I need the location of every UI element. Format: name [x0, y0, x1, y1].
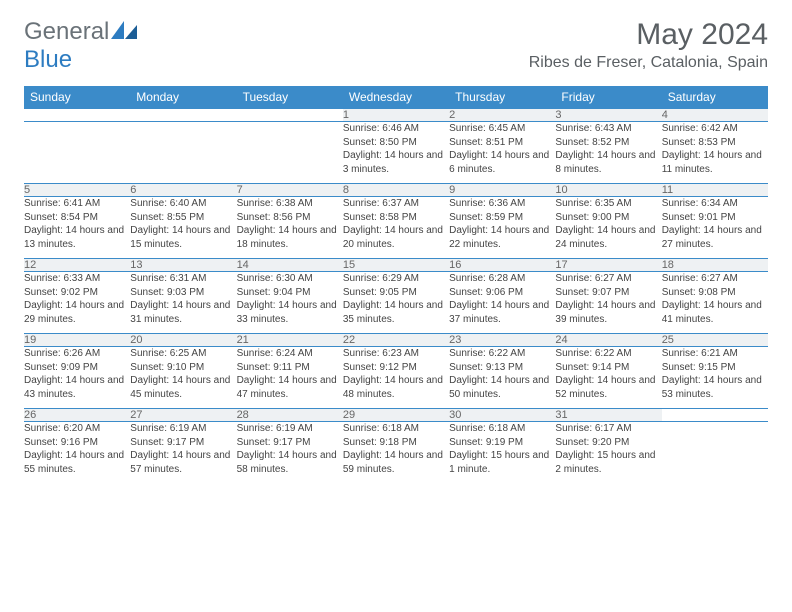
day-number-cell: 14: [237, 259, 343, 272]
day-detail-cell: Sunrise: 6:24 AMSunset: 9:11 PMDaylight:…: [237, 347, 343, 409]
day-detail-cell: Sunrise: 6:19 AMSunset: 9:17 PMDaylight:…: [237, 422, 343, 484]
day-number-cell: 9: [449, 184, 555, 197]
day-detail-cell: Sunrise: 6:41 AMSunset: 8:54 PMDaylight:…: [24, 197, 130, 259]
day-number-cell: 18: [662, 259, 768, 272]
day-number-cell: [24, 109, 130, 122]
day-number-cell: 19: [24, 334, 130, 347]
day-detail-cell: [237, 122, 343, 184]
day-detail-cell: Sunrise: 6:27 AMSunset: 9:07 PMDaylight:…: [555, 272, 661, 334]
day-number-cell: 23: [449, 334, 555, 347]
calendar-page: GeneralBlue May 2024 Ribes de Freser, Ca…: [0, 0, 792, 502]
day-number-cell: 22: [343, 334, 449, 347]
day-number-cell: 27: [130, 409, 236, 422]
day-number-cell: 15: [343, 259, 449, 272]
weekday-header: Tuesday: [237, 86, 343, 109]
day-detail-cell: Sunrise: 6:27 AMSunset: 9:08 PMDaylight:…: [662, 272, 768, 334]
day-detail-cell: Sunrise: 6:34 AMSunset: 9:01 PMDaylight:…: [662, 197, 768, 259]
day-number-cell: 21: [237, 334, 343, 347]
day-number-cell: 6: [130, 184, 236, 197]
day-number-cell: 24: [555, 334, 661, 347]
day-number-cell: 12: [24, 259, 130, 272]
day-number-cell: 5: [24, 184, 130, 197]
day-detail-cell: Sunrise: 6:33 AMSunset: 9:02 PMDaylight:…: [24, 272, 130, 334]
day-detail-cell: Sunrise: 6:22 AMSunset: 9:13 PMDaylight:…: [449, 347, 555, 409]
day-detail-row: Sunrise: 6:26 AMSunset: 9:09 PMDaylight:…: [24, 347, 768, 409]
day-number-cell: [237, 109, 343, 122]
day-detail-cell: Sunrise: 6:17 AMSunset: 9:20 PMDaylight:…: [555, 422, 661, 484]
day-detail-cell: Sunrise: 6:31 AMSunset: 9:03 PMDaylight:…: [130, 272, 236, 334]
day-number-row: 12131415161718: [24, 259, 768, 272]
day-number-cell: 3: [555, 109, 661, 122]
weekday-header-row: Sunday Monday Tuesday Wednesday Thursday…: [24, 86, 768, 109]
day-detail-cell: Sunrise: 6:20 AMSunset: 9:16 PMDaylight:…: [24, 422, 130, 484]
day-detail-cell: Sunrise: 6:22 AMSunset: 9:14 PMDaylight:…: [555, 347, 661, 409]
day-detail-row: Sunrise: 6:33 AMSunset: 9:02 PMDaylight:…: [24, 272, 768, 334]
day-detail-cell: Sunrise: 6:29 AMSunset: 9:05 PMDaylight:…: [343, 272, 449, 334]
day-detail-cell: Sunrise: 6:25 AMSunset: 9:10 PMDaylight:…: [130, 347, 236, 409]
day-detail-row: Sunrise: 6:41 AMSunset: 8:54 PMDaylight:…: [24, 197, 768, 259]
day-detail-row: Sunrise: 6:20 AMSunset: 9:16 PMDaylight:…: [24, 422, 768, 484]
day-number-row: 19202122232425: [24, 334, 768, 347]
day-number-cell: 30: [449, 409, 555, 422]
day-number-cell: 10: [555, 184, 661, 197]
weekday-header: Friday: [555, 86, 661, 109]
day-detail-cell: Sunrise: 6:37 AMSunset: 8:58 PMDaylight:…: [343, 197, 449, 259]
weekday-header: Wednesday: [343, 86, 449, 109]
day-number-row: 1234: [24, 109, 768, 122]
title-block: May 2024 Ribes de Freser, Catalonia, Spa…: [529, 18, 768, 72]
logo: GeneralBlue: [24, 18, 137, 74]
day-number-cell: [662, 409, 768, 422]
day-detail-cell: [130, 122, 236, 184]
weekday-header: Sunday: [24, 86, 130, 109]
day-detail-cell: Sunrise: 6:18 AMSunset: 9:18 PMDaylight:…: [343, 422, 449, 484]
day-number-row: 567891011: [24, 184, 768, 197]
day-detail-cell: Sunrise: 6:26 AMSunset: 9:09 PMDaylight:…: [24, 347, 130, 409]
weekday-header: Saturday: [662, 86, 768, 109]
day-detail-cell: Sunrise: 6:40 AMSunset: 8:55 PMDaylight:…: [130, 197, 236, 259]
location-subtitle: Ribes de Freser, Catalonia, Spain: [529, 54, 768, 72]
calendar-body: 1234Sunrise: 6:46 AMSunset: 8:50 PMDayli…: [24, 109, 768, 484]
day-number-cell: 26: [24, 409, 130, 422]
day-detail-cell: Sunrise: 6:42 AMSunset: 8:53 PMDaylight:…: [662, 122, 768, 184]
day-number-cell: 25: [662, 334, 768, 347]
day-detail-cell: [662, 422, 768, 484]
day-detail-cell: Sunrise: 6:28 AMSunset: 9:06 PMDaylight:…: [449, 272, 555, 334]
day-number-cell: 11: [662, 184, 768, 197]
weekday-header: Monday: [130, 86, 236, 109]
day-number-cell: 28: [237, 409, 343, 422]
logo-text-blue: Blue: [24, 46, 137, 74]
day-number-cell: 31: [555, 409, 661, 422]
day-detail-cell: Sunrise: 6:43 AMSunset: 8:52 PMDaylight:…: [555, 122, 661, 184]
day-number-cell: 29: [343, 409, 449, 422]
day-number-row: 262728293031: [24, 409, 768, 422]
day-number-cell: 16: [449, 259, 555, 272]
day-number-cell: [130, 109, 236, 122]
day-number-cell: 7: [237, 184, 343, 197]
day-detail-cell: Sunrise: 6:21 AMSunset: 9:15 PMDaylight:…: [662, 347, 768, 409]
day-detail-row: Sunrise: 6:46 AMSunset: 8:50 PMDaylight:…: [24, 122, 768, 184]
day-number-cell: 17: [555, 259, 661, 272]
day-detail-cell: Sunrise: 6:36 AMSunset: 8:59 PMDaylight:…: [449, 197, 555, 259]
month-title: May 2024: [529, 18, 768, 52]
day-detail-cell: Sunrise: 6:23 AMSunset: 9:12 PMDaylight:…: [343, 347, 449, 409]
day-number-cell: 20: [130, 334, 236, 347]
day-detail-cell: Sunrise: 6:19 AMSunset: 9:17 PMDaylight:…: [130, 422, 236, 484]
day-detail-cell: Sunrise: 6:45 AMSunset: 8:51 PMDaylight:…: [449, 122, 555, 184]
logo-text-general: General: [24, 18, 109, 45]
day-number-cell: 13: [130, 259, 236, 272]
day-detail-cell: Sunrise: 6:46 AMSunset: 8:50 PMDaylight:…: [343, 122, 449, 184]
day-detail-cell: Sunrise: 6:30 AMSunset: 9:04 PMDaylight:…: [237, 272, 343, 334]
day-number-cell: 8: [343, 184, 449, 197]
day-detail-cell: Sunrise: 6:38 AMSunset: 8:56 PMDaylight:…: [237, 197, 343, 259]
logo-sail-icon: [111, 18, 137, 38]
weekday-header: Thursday: [449, 86, 555, 109]
day-number-cell: 1: [343, 109, 449, 122]
day-detail-cell: Sunrise: 6:35 AMSunset: 9:00 PMDaylight:…: [555, 197, 661, 259]
calendar-table: Sunday Monday Tuesday Wednesday Thursday…: [24, 86, 768, 484]
header: GeneralBlue May 2024 Ribes de Freser, Ca…: [24, 18, 768, 74]
day-detail-cell: Sunrise: 6:18 AMSunset: 9:19 PMDaylight:…: [449, 422, 555, 484]
day-number-cell: 2: [449, 109, 555, 122]
day-detail-cell: [24, 122, 130, 184]
day-number-cell: 4: [662, 109, 768, 122]
